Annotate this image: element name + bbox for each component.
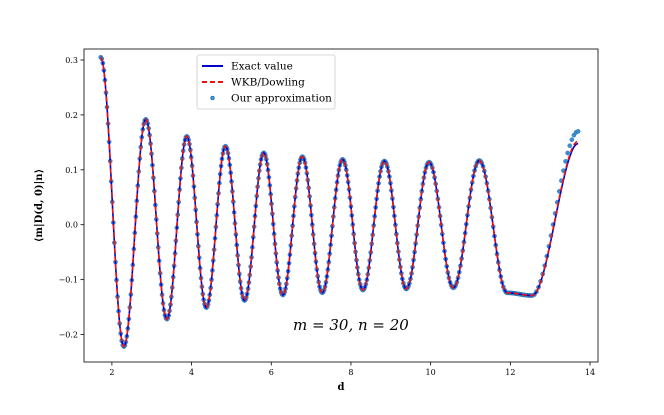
series-wkb-dowling (100, 56, 579, 348)
series-exact-value (100, 56, 579, 348)
x-tick-label: 2 (109, 368, 114, 377)
y-tick-label: 0.2 (65, 111, 78, 120)
x-axis-label: d (338, 382, 345, 393)
x-tick-label: 4 (189, 368, 194, 377)
approximation-point (575, 129, 581, 134)
y-tick-label: −0.1 (59, 276, 78, 285)
y-tick-label: 0.3 (65, 56, 78, 65)
x-tick-label: 14 (585, 368, 595, 377)
approximation-point (569, 137, 575, 142)
x-tick-label: 10 (426, 368, 436, 377)
y-axis-label: ⟨m|D(d, 0)|n⟩ (34, 169, 45, 242)
y-tick-label: −0.2 (59, 331, 78, 340)
y-tick-label: 0.1 (65, 166, 78, 175)
plot-frame (83, 48, 599, 363)
approximation-point (565, 150, 570, 156)
legend-entry-exact-value: Exact value (231, 61, 293, 73)
legend-box (196, 54, 336, 110)
x-axis-ticks: 2 4 6 8 10 12 14 (109, 362, 595, 377)
y-axis-ticks: −0.2 −0.1 0.0 0.1 0.2 0.3 (59, 56, 84, 340)
parameter-annotation: m = 30, n = 20 (293, 316, 409, 334)
x-tick-label: 8 (348, 368, 353, 377)
legend: Exact value WKB/Dowling Our approximatio… (196, 54, 336, 110)
legend-swatch-our-approximation (210, 95, 215, 101)
y-tick-label: 0.0 (65, 221, 78, 230)
plot-area (98, 54, 581, 349)
approximation-point (567, 143, 573, 148)
legend-entry-wkb-dowling: WKB/Dowling (231, 77, 305, 89)
legend-entry-our-approximation: Our approximation (231, 93, 332, 105)
x-tick-label: 12 (505, 368, 515, 377)
x-tick-label: 6 (269, 368, 274, 377)
